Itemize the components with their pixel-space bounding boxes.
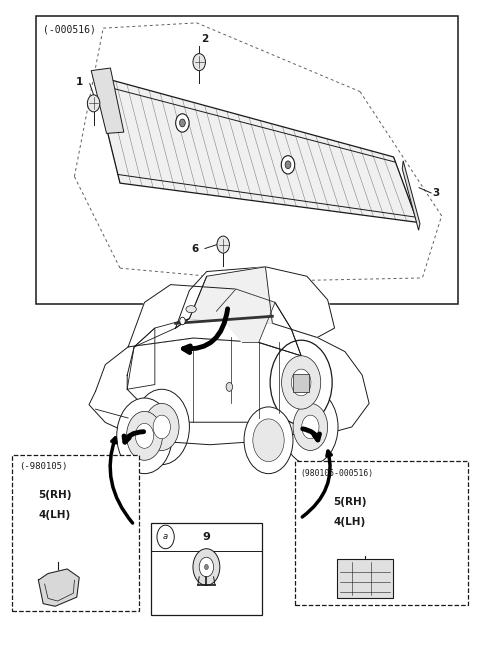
Text: 3: 3: [432, 188, 439, 198]
Circle shape: [134, 389, 190, 464]
Circle shape: [283, 389, 338, 464]
Text: 9: 9: [203, 532, 210, 542]
FancyArrowPatch shape: [183, 309, 228, 353]
Circle shape: [117, 398, 172, 473]
Circle shape: [157, 525, 174, 549]
Ellipse shape: [186, 305, 196, 313]
Polygon shape: [89, 338, 324, 445]
Bar: [36, 16, 458, 304]
Circle shape: [193, 54, 205, 71]
Circle shape: [302, 415, 319, 439]
Polygon shape: [91, 68, 124, 133]
Text: (-980105): (-980105): [19, 462, 68, 472]
FancyArrowPatch shape: [302, 451, 331, 517]
Circle shape: [282, 356, 321, 409]
Polygon shape: [128, 284, 301, 356]
Bar: [293, 375, 309, 392]
Circle shape: [180, 119, 185, 127]
Circle shape: [226, 383, 233, 391]
Circle shape: [253, 419, 284, 462]
Text: 2: 2: [202, 34, 209, 44]
Circle shape: [135, 423, 154, 448]
Circle shape: [180, 317, 185, 325]
Circle shape: [293, 404, 328, 451]
Circle shape: [153, 415, 170, 439]
Text: 4(LH): 4(LH): [334, 517, 366, 526]
Bar: [151, 523, 262, 615]
Circle shape: [127, 411, 162, 460]
Circle shape: [176, 114, 189, 132]
Circle shape: [217, 236, 229, 253]
Text: 5(RH): 5(RH): [334, 497, 367, 507]
Circle shape: [244, 407, 293, 473]
Bar: [337, 559, 393, 598]
Polygon shape: [38, 569, 79, 606]
Text: (980105-000516): (980105-000516): [300, 469, 373, 478]
Text: a: a: [163, 532, 168, 542]
Polygon shape: [176, 267, 335, 337]
Polygon shape: [127, 318, 369, 436]
Bar: [295, 461, 468, 605]
Circle shape: [144, 404, 179, 451]
Text: 4(LH): 4(LH): [38, 510, 71, 520]
Polygon shape: [216, 289, 275, 343]
Text: 5(RH): 5(RH): [38, 490, 72, 500]
FancyArrowPatch shape: [303, 429, 320, 440]
Text: (-000516): (-000516): [43, 24, 96, 34]
Circle shape: [199, 557, 214, 577]
Text: 1: 1: [76, 77, 83, 87]
Circle shape: [270, 340, 332, 424]
FancyArrowPatch shape: [124, 432, 144, 442]
Polygon shape: [402, 161, 420, 230]
Polygon shape: [94, 75, 418, 222]
Circle shape: [285, 161, 291, 169]
FancyArrowPatch shape: [110, 438, 132, 523]
Text: 6: 6: [191, 243, 198, 254]
Circle shape: [204, 564, 208, 570]
Polygon shape: [190, 267, 272, 323]
Circle shape: [193, 549, 220, 585]
Bar: [12, 455, 139, 611]
Circle shape: [87, 95, 100, 112]
Circle shape: [291, 369, 311, 396]
Circle shape: [281, 156, 295, 174]
